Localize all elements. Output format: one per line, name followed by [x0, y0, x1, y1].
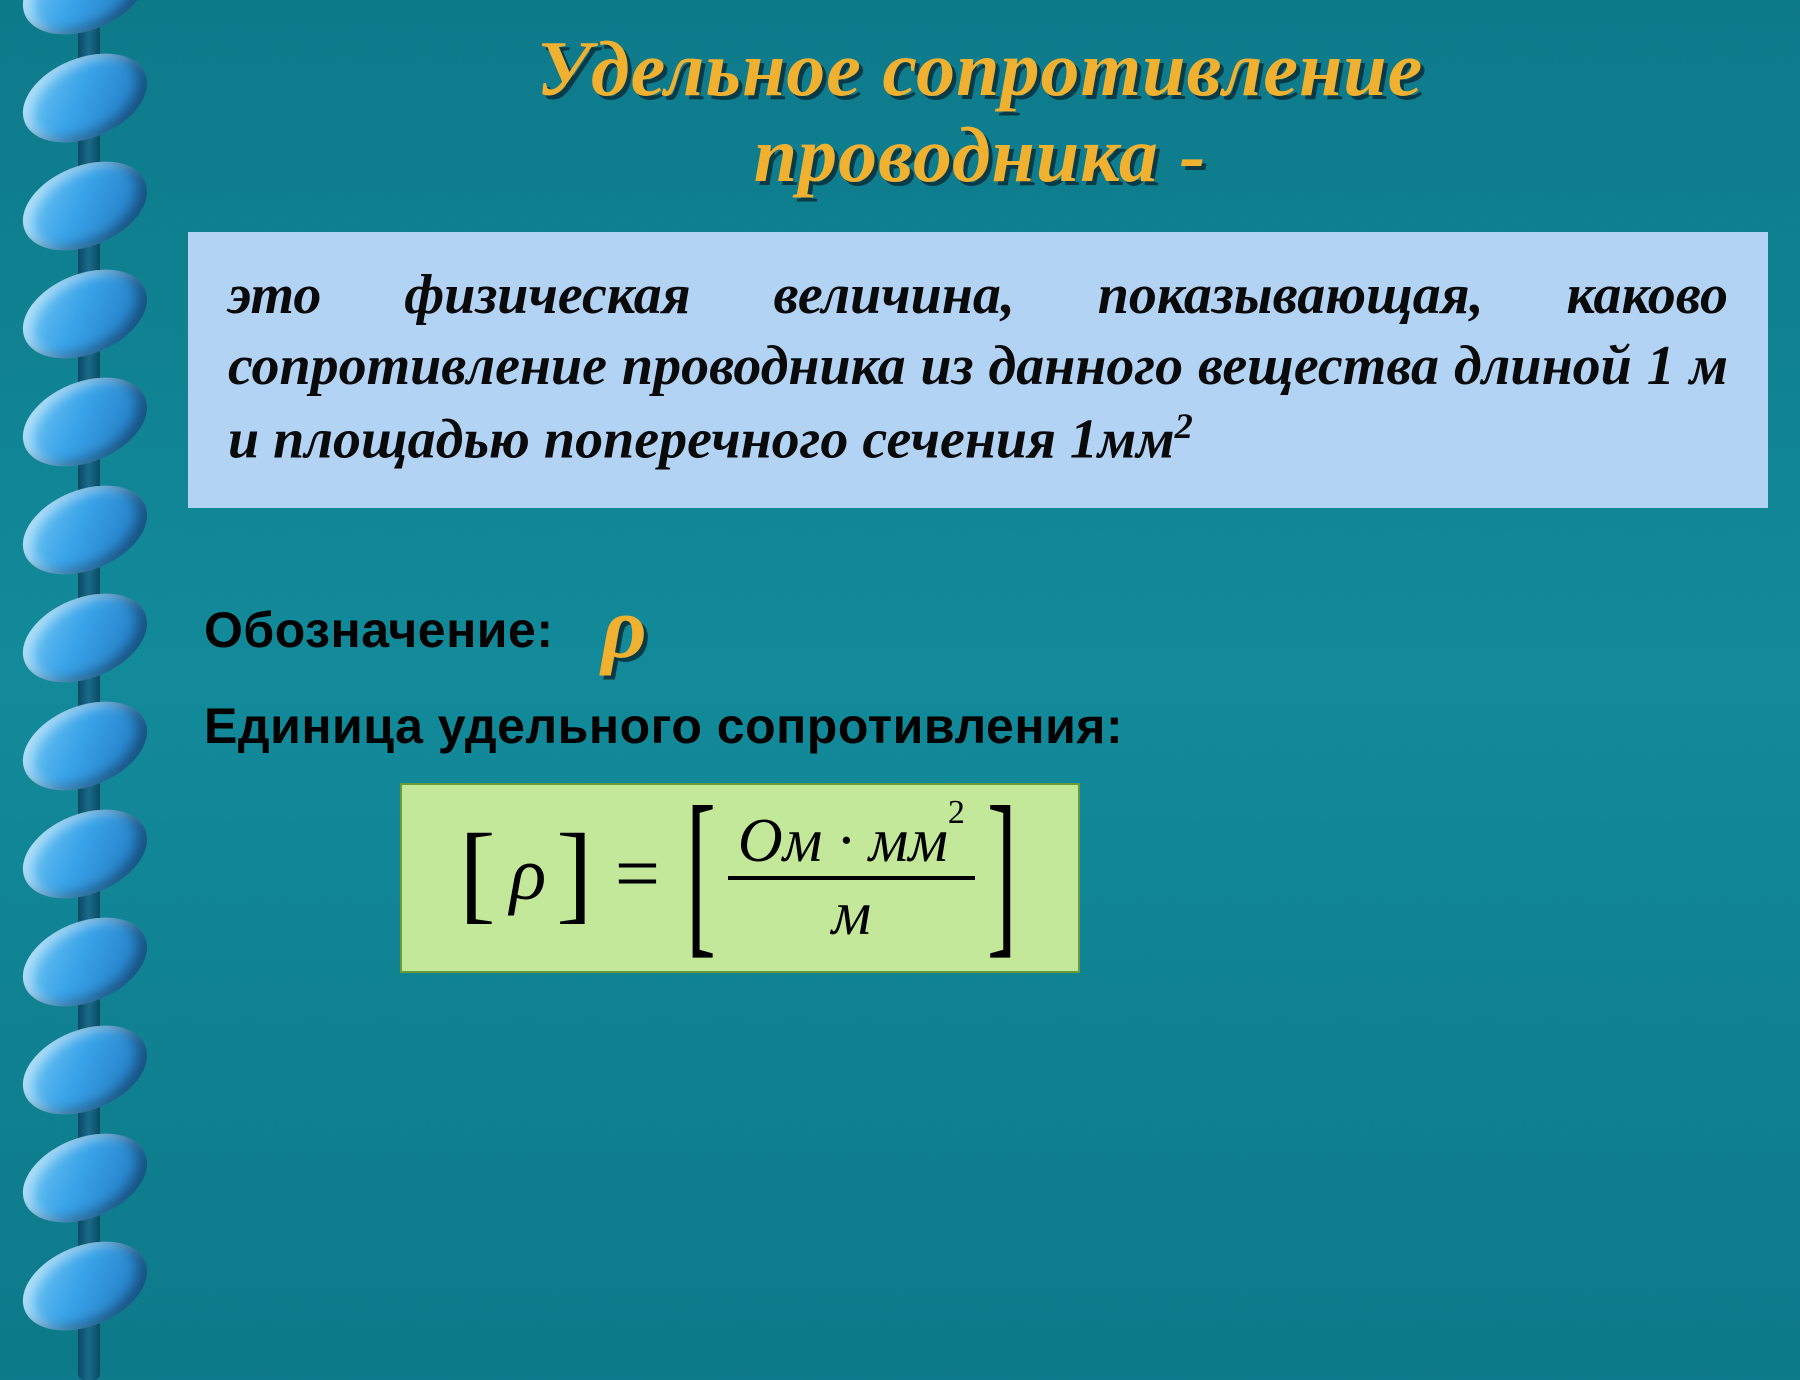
- unit-row: Единица удельного сопротивления:: [204, 697, 1780, 755]
- numerator-text: Ом · мм: [738, 807, 948, 875]
- lhs-rho: ρ: [504, 831, 548, 918]
- unit-label: Единица удельного сопротивления:: [204, 698, 1123, 754]
- rhs-bracket-open: [: [686, 826, 716, 918]
- slide-content: Удельное сопротивление проводника - это …: [180, 0, 1780, 1350]
- lhs-bracket-close: ]: [556, 828, 593, 916]
- rho-symbol: ρ: [602, 578, 647, 679]
- notation-label: Обозначение:: [204, 601, 554, 659]
- spiral-decoration: [18, 0, 168, 1380]
- notation-row: Обозначение: ρ: [204, 568, 1780, 669]
- numerator: Ом · мм2: [728, 809, 975, 874]
- definition-text: это физическая величина, показывающая, к…: [228, 260, 1728, 477]
- numerator-sup: 2: [948, 794, 965, 831]
- title-line-2: проводника -: [754, 111, 1207, 198]
- definition-box: это физическая величина, показывающая, к…: [188, 232, 1768, 509]
- formula-box: [ ρ ] = [ Ом · мм2 м ]: [400, 783, 1080, 973]
- unit-formula: [ ρ ] = [ Ом · мм2 м ]: [459, 805, 1021, 943]
- denominator: м: [822, 882, 882, 947]
- title-line-1: Удельное сопротивление: [537, 25, 1424, 112]
- equals-sign: =: [601, 829, 674, 920]
- slide-title: Удельное сопротивление проводника -: [180, 26, 1780, 198]
- rhs-bracket-close: ]: [987, 826, 1017, 918]
- fraction: Ом · мм2 м: [728, 809, 975, 947]
- lhs-bracket-open: [: [459, 828, 496, 916]
